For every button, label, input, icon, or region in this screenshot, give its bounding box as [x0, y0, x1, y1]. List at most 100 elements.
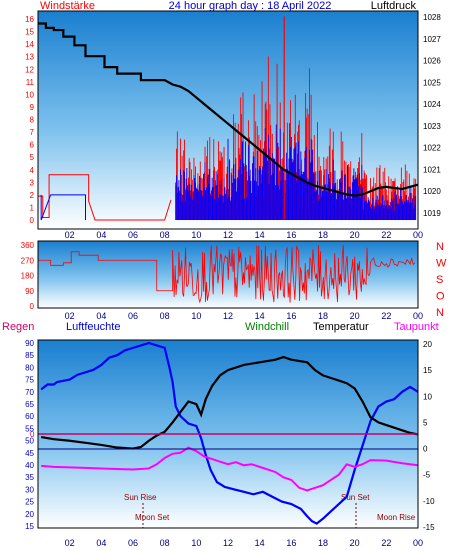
- axis-tick-label: 18: [318, 230, 328, 240]
- axis-tick-label: 16: [286, 538, 296, 548]
- compass-letter: N: [436, 307, 444, 319]
- sun-rise-label: Sun Rise: [124, 493, 157, 502]
- pressure-label: Luftdruck: [371, 0, 417, 12]
- axis-tick-label: 45: [25, 449, 34, 458]
- axis-tick-label: 14: [255, 538, 265, 548]
- wind-speed-label: Windstärke: [40, 0, 95, 12]
- axis-tick-label: 20: [350, 230, 360, 240]
- axis-tick-label: 20: [350, 311, 360, 321]
- axis-tick-label: 16: [25, 15, 34, 24]
- axis-tick-label: 20: [350, 538, 360, 548]
- axis-tick-label: 16: [286, 230, 296, 240]
- pressure-series: [38, 22, 419, 197]
- axis-tick-label: 10: [191, 230, 201, 240]
- axis-tick-label: 1022: [423, 144, 441, 153]
- axis-tick-label: 60: [25, 412, 34, 421]
- panel1-x-axis-labels: 02 04 06 08 10 12 14 16 18 20 22 00: [65, 230, 423, 240]
- axis-tick-label: 08: [160, 230, 170, 240]
- axis-tick-label: 00: [413, 311, 423, 321]
- axis-tick-label: 1023: [423, 122, 441, 131]
- compass-letter: N: [436, 241, 444, 253]
- axis-tick-label: 15: [423, 366, 432, 375]
- wind-avg-series: [40, 194, 86, 221]
- axis-tick-label: 02: [65, 311, 75, 321]
- axis-tick-label: 70: [25, 388, 34, 397]
- axis-tick-label: 40: [25, 461, 34, 470]
- pressure-axis-labels: 1028 1027 1026 1025 1024 1023 1022 1021 1020 1019: [423, 13, 441, 218]
- axis-tick-label: 5: [30, 153, 35, 162]
- axis-tick-label: 22: [381, 230, 391, 240]
- rain-label: Regen: [2, 321, 34, 333]
- axis-tick-label: 06: [128, 311, 138, 321]
- axis-tick-label: 1: [30, 203, 35, 212]
- axis-tick-label: 90: [25, 287, 34, 296]
- wind-pressure-plot: [38, 16, 419, 221]
- axis-tick-label: 14: [255, 230, 265, 240]
- axis-tick-label: 22: [381, 311, 391, 321]
- axis-tick-label: 5: [423, 418, 428, 427]
- humidity-label: Luftfeuchte: [66, 321, 120, 333]
- axis-tick-label: 25: [25, 498, 34, 507]
- compass-letter: S: [436, 274, 443, 286]
- panel2-x-axis-labels: 02 04 06 08 10 12 14 16 18 20 22 00: [65, 311, 423, 321]
- axis-tick-label: 270: [21, 256, 35, 265]
- axis-tick-label: 50: [25, 437, 34, 446]
- compass-letter: O: [436, 291, 445, 303]
- axis-tick-label: 1021: [423, 165, 441, 174]
- panel1-border: [37, 10, 419, 230]
- axis-tick-label: 12: [223, 230, 233, 240]
- axis-tick-label: 0: [30, 216, 35, 225]
- axis-tick-label: 85: [25, 351, 34, 360]
- axis-tick-label: 15: [25, 28, 34, 37]
- axis-tick-label: 12: [223, 311, 233, 321]
- wind-direction-plot: [38, 245, 416, 304]
- axis-tick-label: 3: [30, 178, 35, 187]
- axis-tick-label: 13: [25, 53, 34, 62]
- axis-tick-label: 180: [21, 272, 35, 281]
- axis-tick-label: 80: [25, 363, 34, 372]
- axis-tick-label: 00: [413, 538, 423, 548]
- compass-letter: W: [436, 258, 447, 270]
- axis-tick-label: 22: [381, 538, 391, 548]
- axis-tick-label: 9: [30, 103, 35, 112]
- axis-tick-label: 02: [65, 230, 75, 240]
- wind-direction-series: [38, 245, 416, 304]
- panel3-x-axis-labels: 02 04 06 08 10 12 14 16 18 20 22 00: [65, 538, 423, 548]
- wind-speed-series: [38, 174, 172, 221]
- panel3-border: [37, 339, 419, 529]
- axis-tick-label: 04: [96, 311, 106, 321]
- axis-tick-label: 08: [160, 311, 170, 321]
- axis-tick-label: 14: [25, 40, 34, 49]
- axis-tick-label: 2: [30, 191, 35, 200]
- dewpoint-label: Taupunkt: [394, 321, 439, 333]
- axis-tick-label: 18: [318, 538, 328, 548]
- temperature-label: Temperatur: [313, 321, 369, 333]
- humidity-axis-labels: 90 85 80 75 70 65 60 55 50 45 40 35 30 25 20 15: [25, 339, 34, 531]
- axis-tick-label: 360: [21, 241, 35, 250]
- direction-axis-labels: 360 270 180 90 0: [21, 241, 35, 311]
- axis-tick-label: 1027: [423, 35, 441, 44]
- axis-tick-label: 10: [423, 392, 432, 401]
- axis-tick-label: 06: [128, 538, 138, 548]
- axis-tick-label: 12: [25, 65, 34, 74]
- axis-tick-label: 02: [65, 538, 75, 548]
- axis-tick-label: 10: [191, 538, 201, 548]
- sun-set-label: Sun Set: [341, 493, 370, 502]
- axis-tick-label: 10: [191, 311, 201, 321]
- axis-tick-label: 6: [30, 141, 35, 150]
- axis-tick-label: 1019: [423, 209, 441, 218]
- axis-tick-label: 20: [423, 340, 432, 349]
- axis-tick-label: 18: [318, 311, 328, 321]
- axis-tick-label: 35: [25, 473, 34, 482]
- graph-title: 24 hour graph day : 18 April 2022: [169, 0, 332, 12]
- axis-tick-label: 15: [25, 522, 34, 531]
- axis-tick-label: 65: [25, 400, 34, 409]
- axis-tick-label: 16: [286, 311, 296, 321]
- axis-tick-label: 1024: [423, 100, 441, 109]
- temperature-axis-labels: 20 15 10 5 0 -5 -10 -15: [423, 340, 435, 532]
- axis-tick-label: 10: [25, 90, 34, 99]
- axis-tick-label: 1020: [423, 187, 441, 196]
